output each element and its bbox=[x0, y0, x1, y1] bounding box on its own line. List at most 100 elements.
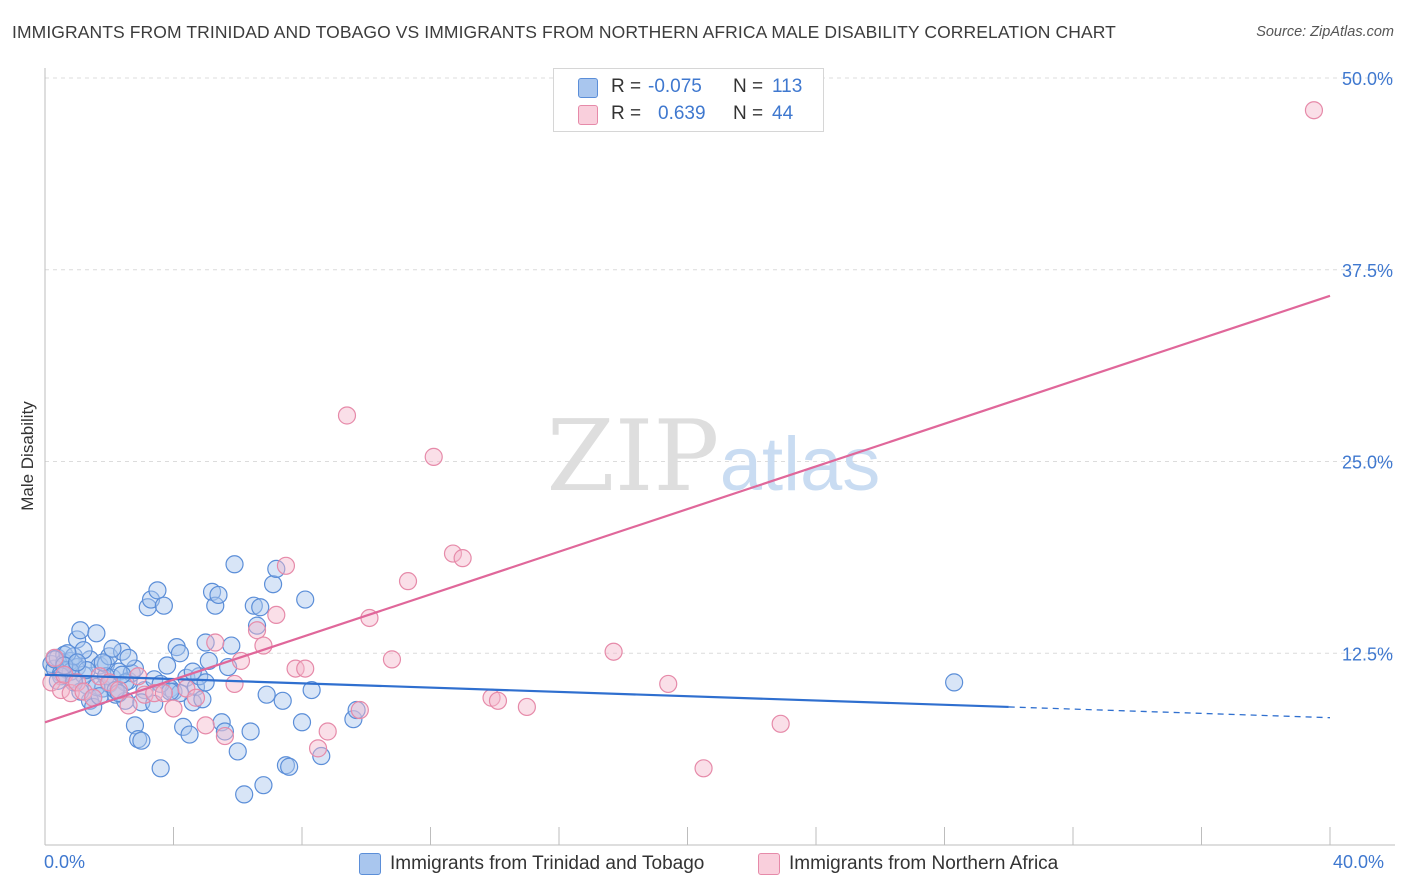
blue-point bbox=[125, 716, 145, 735]
blue-point bbox=[225, 555, 244, 574]
legend-r-value: -0.075 bbox=[648, 76, 702, 97]
pink-point bbox=[443, 544, 463, 563]
watermark-atlas: atlas bbox=[720, 422, 881, 507]
pink-point bbox=[424, 447, 443, 466]
legend-n-value: 44 bbox=[772, 103, 794, 124]
trend-line-series1-extension bbox=[1008, 706, 1331, 719]
x-tick-label-min: 0.0% bbox=[44, 852, 86, 872]
y-tick-label: 50.0% bbox=[1342, 69, 1393, 89]
pink-point bbox=[186, 688, 206, 707]
watermark-zip: ZIP bbox=[547, 400, 720, 514]
blue-point bbox=[244, 596, 263, 615]
blue-point bbox=[151, 759, 170, 778]
trend-line-series2 bbox=[44, 294, 1331, 724]
y-tick-label: 25.0% bbox=[1342, 453, 1393, 473]
pink-point bbox=[659, 674, 678, 694]
pink-point bbox=[254, 636, 273, 655]
correlation-legend: R = -0.075 N = 113 R = 0.639 N = 44 bbox=[553, 68, 824, 132]
blue-point bbox=[206, 596, 225, 615]
trend-line-series1 bbox=[44, 673, 1009, 709]
legend-n-label: N = bbox=[733, 76, 764, 97]
blue-point bbox=[257, 685, 276, 704]
blue-point bbox=[263, 575, 283, 594]
blue-point bbox=[280, 757, 299, 776]
watermark: ZIP atlas bbox=[547, 400, 881, 514]
blue-point bbox=[68, 653, 87, 672]
pink-point bbox=[119, 696, 138, 715]
legend-r-value: 0.639 bbox=[658, 103, 706, 124]
axes bbox=[44, 68, 1395, 846]
blue-point bbox=[235, 785, 254, 804]
blue-point bbox=[132, 731, 151, 750]
y-tick-label: 12.5% bbox=[1342, 644, 1393, 664]
blue-point bbox=[119, 648, 138, 667]
pink-point bbox=[145, 684, 164, 703]
pink-point bbox=[154, 684, 173, 703]
pink-point bbox=[308, 739, 328, 758]
legend-n-value: 113 bbox=[772, 76, 803, 97]
pink-point bbox=[382, 650, 402, 669]
pink-point bbox=[771, 714, 790, 733]
blue-point bbox=[247, 616, 267, 635]
pink-point bbox=[164, 699, 183, 718]
bottom-legend-label: Immigrants from Trinidad and Tobago bbox=[390, 853, 705, 874]
pink-point bbox=[296, 659, 315, 678]
pink-point bbox=[694, 759, 713, 778]
blue-point bbox=[71, 621, 90, 640]
pink-point bbox=[129, 667, 148, 686]
trend-lines bbox=[44, 294, 1331, 724]
legend-swatch-blue bbox=[578, 78, 598, 98]
legend-swatch-pink bbox=[578, 105, 598, 125]
blue-point bbox=[296, 590, 315, 609]
source-credit: Source: ZipAtlas.com bbox=[1256, 24, 1394, 40]
y-axis-label: Male Disability bbox=[18, 401, 37, 511]
legend-r-label: R = bbox=[611, 76, 642, 97]
blue-point bbox=[199, 651, 218, 671]
blue-point bbox=[157, 656, 177, 675]
x-tick-label-max: 40.0% bbox=[1333, 852, 1385, 872]
blue-point bbox=[292, 713, 312, 732]
legend-n-label: N = bbox=[733, 103, 764, 124]
bottom-legend-swatch-blue bbox=[359, 853, 381, 875]
blue-point bbox=[215, 722, 234, 741]
blue-point bbox=[196, 633, 215, 652]
blue-point bbox=[148, 581, 167, 600]
pink-point bbox=[68, 673, 87, 692]
bottom-legend-label: Immigrants from Northern Africa bbox=[789, 853, 1059, 874]
pink-point bbox=[337, 406, 357, 425]
pink-point bbox=[286, 659, 305, 678]
bottom-legend-swatch-pink bbox=[758, 853, 780, 875]
pink-point bbox=[206, 633, 225, 652]
pink-point bbox=[488, 691, 508, 710]
pink-point bbox=[350, 700, 369, 720]
series2-points bbox=[42, 101, 1324, 778]
blue-point bbox=[154, 596, 173, 615]
blue-point bbox=[196, 673, 215, 692]
blue-point bbox=[241, 722, 260, 741]
blue-point bbox=[251, 598, 270, 617]
blue-point bbox=[87, 624, 106, 643]
blue-point bbox=[228, 742, 247, 761]
y-tick-labels: 12.5% 25.0% 37.5% 50.0% bbox=[1342, 69, 1393, 664]
pink-point bbox=[225, 674, 244, 694]
blue-point bbox=[945, 673, 964, 692]
blue-point bbox=[93, 653, 112, 672]
pink-point bbox=[517, 697, 536, 717]
pink-point bbox=[276, 556, 296, 575]
blue-point bbox=[209, 585, 228, 605]
blue-point bbox=[302, 680, 321, 700]
blue-point bbox=[180, 725, 199, 744]
pink-point bbox=[100, 673, 119, 692]
blue-point bbox=[273, 691, 292, 710]
blue-point bbox=[103, 639, 122, 658]
pink-point bbox=[215, 726, 234, 746]
blue-point bbox=[170, 644, 190, 663]
chart-title: IMMIGRANTS FROM TRINIDAD AND TOBAGO VS I… bbox=[12, 22, 1116, 42]
y-tick-label: 37.5% bbox=[1342, 261, 1393, 281]
pink-point bbox=[196, 716, 215, 735]
pink-point bbox=[74, 682, 93, 701]
blue-point bbox=[222, 636, 241, 655]
pink-point bbox=[45, 648, 64, 667]
pink-point bbox=[453, 549, 472, 568]
